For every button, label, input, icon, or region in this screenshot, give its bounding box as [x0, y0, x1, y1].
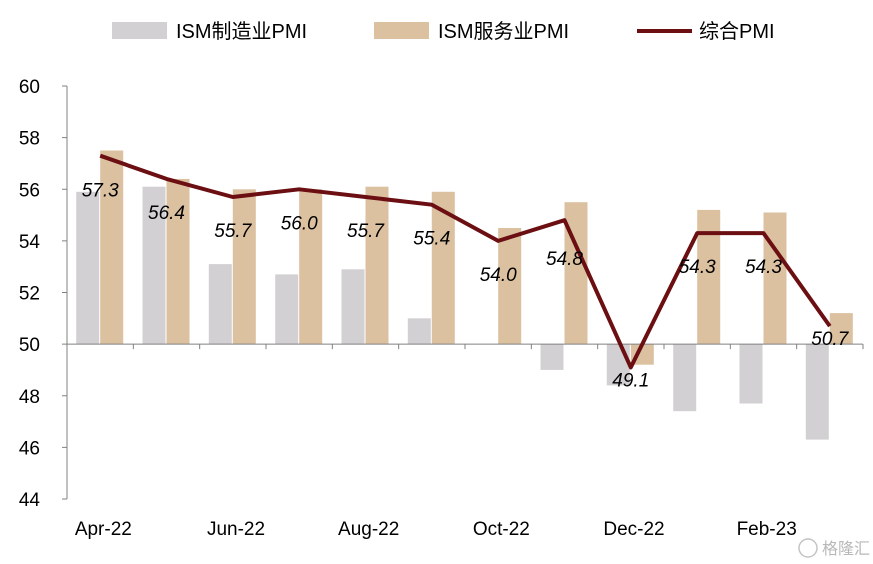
services-bar-Feb-23: [763, 212, 787, 345]
composite-pmi-data-label: 55.4: [413, 229, 450, 250]
y-tick-label: 52: [19, 284, 40, 305]
watermark-logo-icon: [798, 538, 818, 558]
composite-pmi-data-label: 55.7: [214, 221, 252, 242]
legend-swatch-1: [374, 22, 429, 39]
services-bar-Sep-22: [431, 191, 455, 345]
manufacturing-bar-Jul-22: [275, 274, 299, 345]
services-bar-Jan-23: [697, 209, 721, 345]
watermark-text: 格隆汇: [822, 539, 870, 558]
legend-label-1: ISM服务业PMI: [438, 20, 569, 43]
composite-pmi-data-label: 55.7: [347, 221, 385, 242]
y-tick-label: 50: [19, 335, 40, 356]
composite-pmi-line: [99, 153, 832, 370]
composite-pmi-data-label: 50.7: [811, 329, 849, 350]
manufacturing-bar-Jun-22: [208, 264, 232, 345]
manufacturing-bar-Aug-22: [341, 269, 365, 345]
x-tick-label: Jun-22: [207, 519, 265, 540]
composite-pmi-data-label: 49.1: [612, 370, 649, 391]
manufacturing-bar-Sep-22: [407, 318, 431, 345]
x-tick-label: Oct-22: [473, 519, 530, 540]
data-labels-layer: 57.3 56.4 55.7 56.0 55.7 55.4 54.0 54.8 49.1 54.3…: [82, 181, 850, 392]
legend-swatch-0: [112, 22, 167, 39]
x-tick-label: Apr-22: [75, 519, 132, 540]
y-tick-label: 56: [19, 180, 40, 201]
manufacturing-bar-Jan-23: [673, 344, 697, 412]
services-bar-Apr-22: [100, 150, 124, 345]
services-bar-Mar-23: [829, 313, 853, 345]
composite-pmi-data-label: 54.8: [546, 249, 583, 270]
composite-pmi-data-label: 54.3: [745, 257, 782, 278]
y-tick-label: 54: [19, 232, 41, 253]
axes: 44 46 48 50 52 54 56 58 60 Apr-22 Jun-22 Aug-22 Oct-…: [19, 77, 864, 540]
composite-pmi-data-label: 54.3: [679, 257, 716, 278]
manufacturing-bar-May-22: [142, 186, 166, 345]
services-bar-Oct-22: [498, 228, 522, 345]
y-tick-label: 48: [19, 387, 40, 408]
y-tick-label: 46: [19, 438, 40, 459]
x-tick-label: Dec-22: [603, 519, 664, 540]
legend: ISM制造业PMI ISM服务业PMI 综合PMI: [112, 20, 775, 43]
y-tick-label: 44: [19, 490, 41, 511]
x-tick-label: Feb-23: [737, 519, 797, 540]
watermark: 格隆汇: [798, 538, 870, 558]
composite-pmi-data-label: 56.4: [148, 203, 185, 224]
y-tick-label: 60: [19, 77, 40, 98]
x-tick-label: Aug-22: [338, 519, 399, 540]
services-bar-May-22: [166, 178, 190, 345]
services-bar-Jul-22: [299, 189, 323, 345]
legend-label-0: ISM制造业PMI: [176, 20, 307, 43]
legend-label-2: 综合PMI: [699, 20, 775, 43]
services-bar-Jun-22: [232, 189, 256, 345]
manufacturing-bar-Feb-23: [739, 344, 763, 404]
manufacturing-bar-Apr-22: [76, 191, 100, 345]
composite-pmi-data-label: 54.0: [480, 265, 517, 286]
services-bar-Aug-22: [365, 186, 389, 345]
bars-layer: [76, 150, 853, 440]
composite-pmi-data-label: 56.0: [281, 213, 318, 234]
y-tick-label: 58: [19, 129, 40, 150]
manufacturing-bar-Mar-23: [805, 344, 829, 440]
composite-line-layer: [99, 153, 832, 370]
composite-pmi-data-label: 57.3: [82, 181, 119, 202]
manufacturing-bar-Nov-22: [540, 344, 564, 370]
